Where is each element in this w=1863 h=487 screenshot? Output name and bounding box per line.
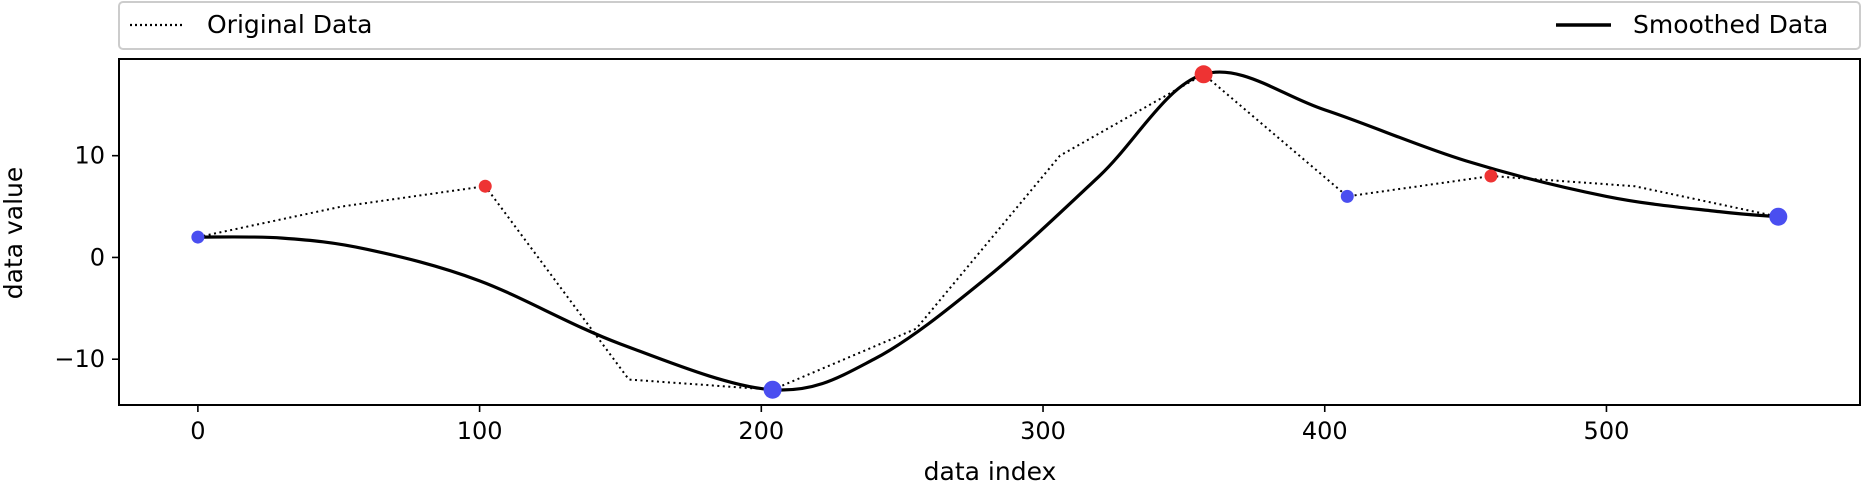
series-layer [197,70,1779,392]
maximum-marker [1484,169,1498,183]
x-tick-label: 200 [738,417,784,445]
legend-original-label: Original Data [207,10,372,39]
plot-frame [118,58,1861,406]
smoothed-data-line [197,70,1779,392]
y-tick-label: 0 [90,243,105,271]
legend-smoothed-label: Smoothed Data [1633,10,1828,39]
marker-layer [191,65,1788,399]
x-tick-label: 100 [457,417,503,445]
ticks: 0 100 200 300 400 500 −10 0 10 [54,142,1629,445]
x-tick-label: 300 [1020,417,1066,445]
y-tick-label: 10 [74,142,105,170]
minimum-marker [1340,189,1354,203]
maximum-marker [1194,65,1213,84]
x-axis-label: data index [924,457,1057,486]
minimum-marker [1769,207,1788,226]
maximum-marker [478,179,492,193]
x-tick-label: 0 [190,417,205,445]
y-axis-label: data value [0,167,28,300]
minimum-marker [191,230,205,244]
y-tick-label: −10 [54,345,105,373]
minimum-marker [763,380,782,399]
legend-box [118,1,1861,50]
x-tick-label: 400 [1302,417,1348,445]
x-tick-label: 500 [1584,417,1630,445]
original-data-line [197,73,1779,391]
